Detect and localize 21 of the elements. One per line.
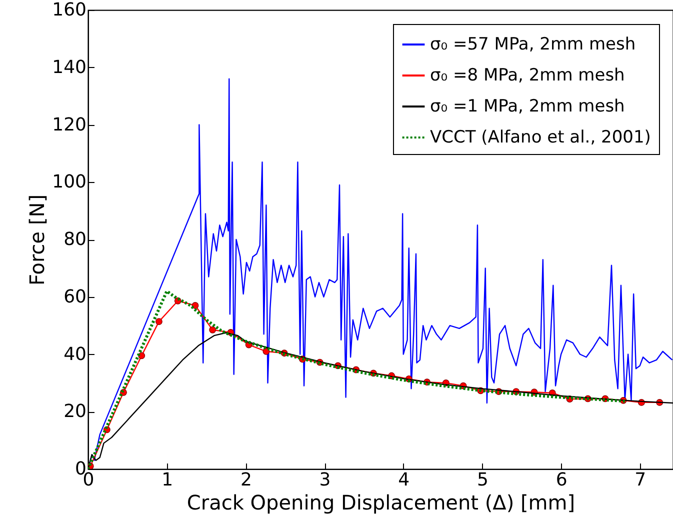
legend-label: σ₀ =1 MPa, 2mm mesh [430,96,625,116]
y-tick-label: 40 [64,344,86,365]
x-tick-label: 6 [556,470,568,490]
y-tick-label: 100 [52,172,86,193]
legend-label: σ₀ =57 MPa, 2mm mesh [430,34,636,54]
x-tick-label: 3 [319,470,331,490]
y-tick-label: 60 [64,286,86,308]
x-tick-label: 4 [398,470,410,490]
y-tick-label: 80 [64,229,86,250]
legend-label: σ₀ =8 MPa, 2mm mesh [430,66,625,86]
x-tick-label: 5 [476,470,488,490]
legend-label: VCCT (Alfano et al., 2001) [430,128,651,148]
y-tick-label: 120 [52,114,86,136]
x-tick-label: 2 [240,470,252,490]
x-tick-label: 7 [634,470,646,490]
y-tick-label: 20 [64,401,86,422]
y-tick-label: 140 [52,56,86,78]
x-axis-title: Crack Opening Displacement (Δ) [mm] [186,490,576,514]
y-tick-label: 160 [52,0,86,20]
y-axis-title: Force [N] [25,194,50,286]
x-tick-label: 1 [162,470,174,490]
